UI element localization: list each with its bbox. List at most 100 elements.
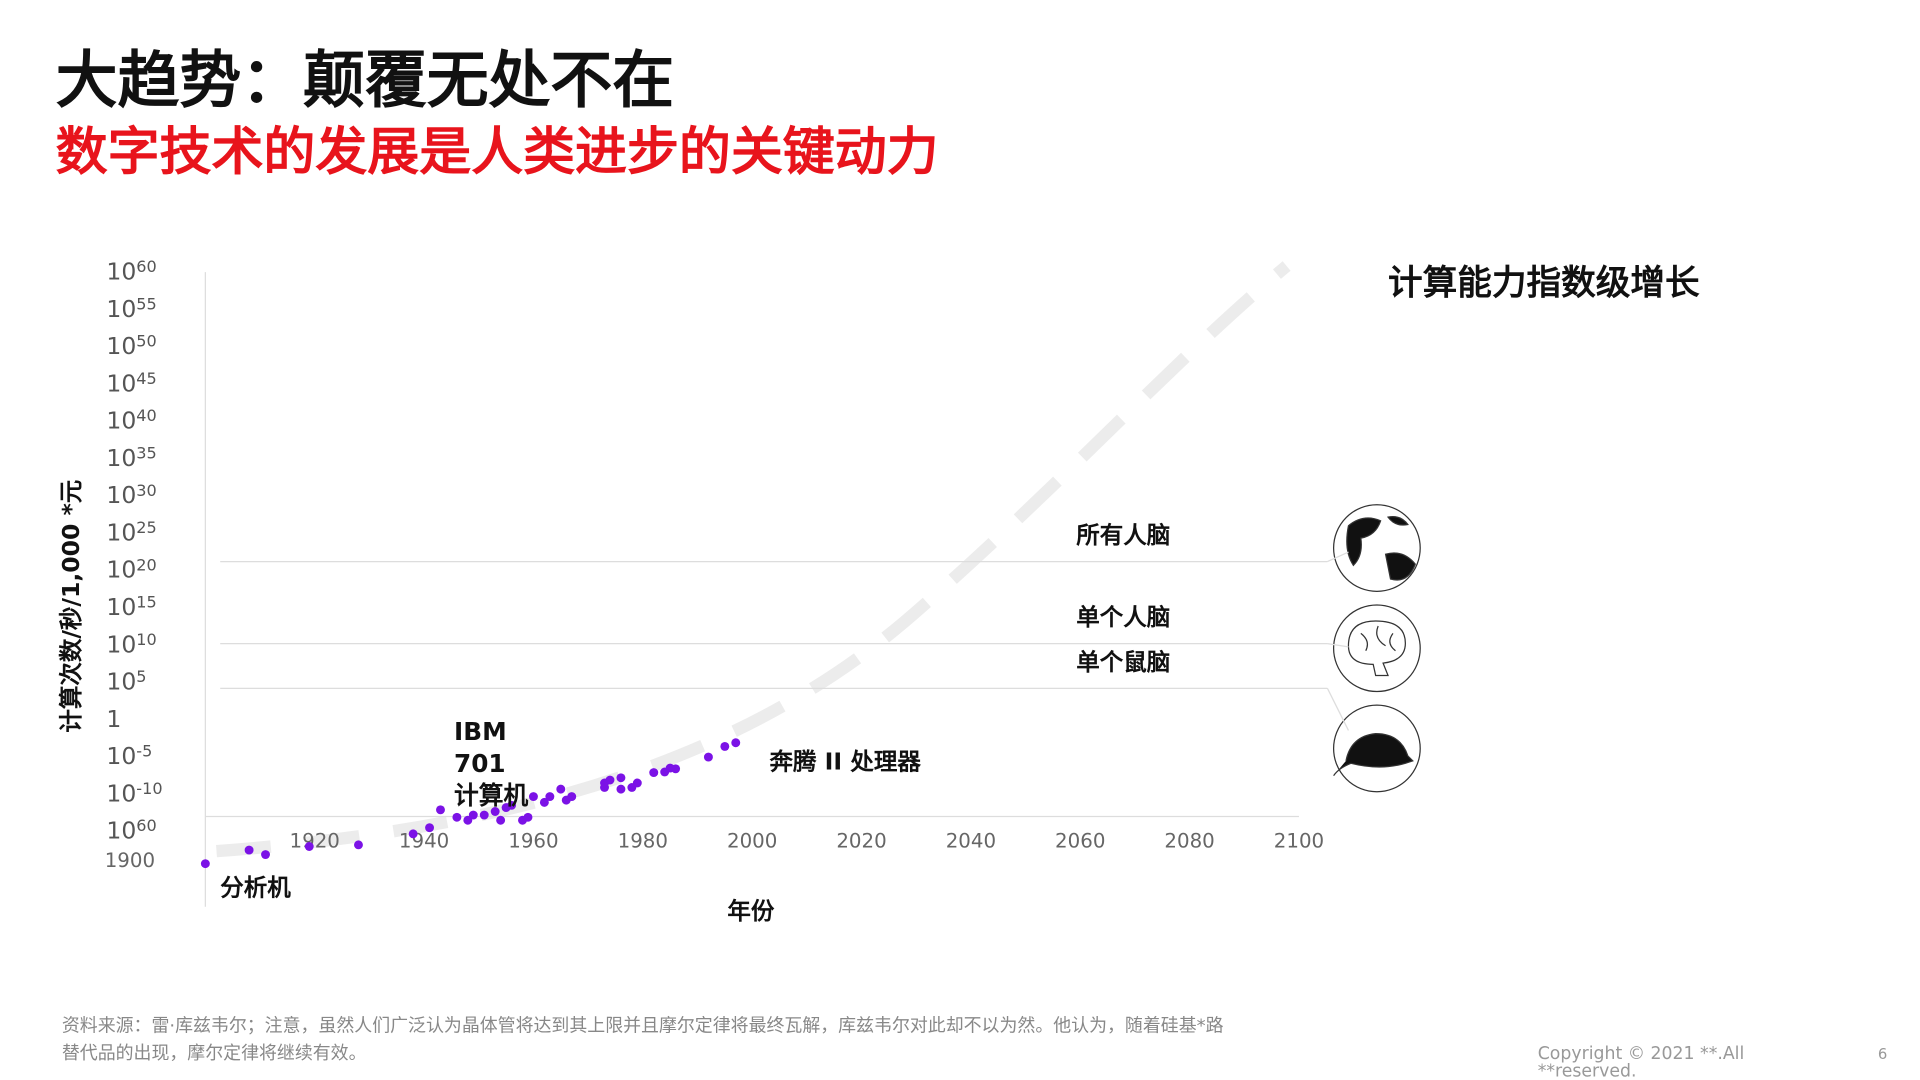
data-point bbox=[304, 842, 314, 851]
x-tick-label: 2000 bbox=[727, 829, 777, 852]
reference-connector bbox=[1327, 551, 1349, 563]
data-point bbox=[496, 815, 506, 825]
y-tick-label: 10-5 bbox=[106, 742, 152, 770]
x-tick-label: 2040 bbox=[946, 829, 996, 852]
x-axis-label: 年份 bbox=[727, 897, 774, 925]
x-tick-label: 1900 bbox=[105, 849, 155, 872]
data-point bbox=[261, 850, 270, 860]
y-tick-exponent: 25 bbox=[136, 518, 156, 537]
data-point bbox=[703, 752, 713, 762]
slide-subtitle: 数字技术的发展是人类进步的关键动力 bbox=[56, 122, 939, 182]
x-tick-label: 2060 bbox=[1055, 829, 1105, 852]
data-point bbox=[452, 812, 462, 822]
data-point bbox=[436, 805, 445, 815]
reference-connector bbox=[1326, 688, 1350, 731]
data-point bbox=[720, 741, 730, 751]
y-tick-exponent: 45 bbox=[136, 369, 156, 388]
y-tick-label: 105 bbox=[106, 667, 146, 695]
data-point bbox=[354, 840, 363, 850]
annotation: 分析机 bbox=[220, 874, 291, 902]
copyright: Copyright © 2021 **.All bbox=[1538, 1044, 1745, 1064]
brain-icons bbox=[1332, 504, 1421, 793]
y-tick-exponent: 55 bbox=[136, 294, 156, 313]
source-note: 资料来源：雷·库兹韦尔；注意，虽然人们广泛认为晶体管将达到其上限并且摩尔定律将最… bbox=[62, 1016, 1224, 1037]
slide-title: 大趋势：颠覆无处不在 bbox=[56, 44, 674, 116]
data-point bbox=[616, 773, 626, 783]
y-tick-label: 1045 bbox=[106, 369, 156, 397]
y-tick-label: 1050 bbox=[106, 332, 156, 360]
mouse-shape bbox=[1333, 732, 1414, 777]
y-axis-label: 计算次数/秒/1,000 *元 bbox=[57, 480, 85, 733]
trend-line bbox=[216, 261, 1291, 858]
y-tick-label: 1060 bbox=[106, 257, 156, 285]
x-tick-label: 2100 bbox=[1274, 829, 1324, 852]
data-point bbox=[545, 792, 555, 802]
data-point bbox=[479, 810, 489, 820]
data-point bbox=[632, 778, 642, 788]
y-tick-exponent: 35 bbox=[136, 444, 156, 463]
chart-title: 计算能力指数级增长 bbox=[1388, 263, 1700, 303]
brain-shape bbox=[1347, 620, 1406, 677]
y-tick-exponent: -10 bbox=[136, 779, 162, 798]
globe-land bbox=[1346, 516, 1416, 581]
data-point bbox=[539, 797, 549, 807]
reference-label: 单个鼠脑 bbox=[1076, 648, 1170, 676]
y-tick-label: 1035 bbox=[106, 444, 156, 472]
annotation: 计算机 bbox=[454, 781, 528, 810]
x-tick-label: 2080 bbox=[1164, 829, 1214, 852]
y-tick-exponent: -5 bbox=[136, 742, 152, 761]
y-tick-exponent: 40 bbox=[136, 406, 156, 425]
data-point bbox=[649, 768, 659, 778]
data-point bbox=[408, 829, 418, 839]
reference-label: 单个人脑 bbox=[1076, 603, 1170, 631]
brain-icon bbox=[1332, 604, 1421, 693]
data-point bbox=[528, 792, 538, 802]
y-tick-label: 1025 bbox=[106, 518, 156, 546]
y-tick-label: 1 bbox=[106, 705, 121, 733]
y-tick-exponent: 60 bbox=[136, 816, 156, 835]
y-tick-label: 1030 bbox=[106, 481, 156, 509]
y-tick-label: 1055 bbox=[106, 294, 156, 322]
y-tick-label: 1015 bbox=[106, 593, 156, 621]
data-point bbox=[605, 775, 615, 785]
y-tick-label: 1040 bbox=[106, 406, 156, 434]
y-tick-exponent: 20 bbox=[136, 555, 156, 574]
data-point bbox=[671, 764, 681, 774]
annotation: IBM bbox=[454, 717, 507, 746]
data-point bbox=[616, 784, 626, 794]
y-tick-exponent: 50 bbox=[136, 332, 156, 351]
copyright: **reserved. bbox=[1538, 1061, 1637, 1080]
y-tick-exponent: 60 bbox=[136, 257, 156, 276]
x-tick-label: 2020 bbox=[836, 829, 886, 852]
y-tick-exponent: 30 bbox=[136, 481, 156, 500]
annotation: 701 bbox=[454, 749, 506, 778]
y-tick-label: 1060 bbox=[106, 816, 156, 844]
y-tick-label: 10-10 bbox=[106, 779, 162, 807]
x-tick-label: 1940 bbox=[399, 829, 449, 852]
data-point bbox=[200, 859, 210, 869]
data-point bbox=[556, 784, 566, 794]
y-tick-exponent: 15 bbox=[136, 593, 156, 612]
data-point bbox=[523, 812, 533, 822]
data-point bbox=[468, 810, 478, 820]
data-point bbox=[507, 800, 517, 810]
reference-label: 所有人脑 bbox=[1076, 521, 1170, 549]
data-point bbox=[731, 738, 741, 748]
y-tick-label: 1020 bbox=[106, 555, 156, 583]
reference-connector bbox=[1327, 642, 1349, 648]
y-tick-exponent: 10 bbox=[136, 630, 156, 649]
page-number: 6 bbox=[1878, 1046, 1887, 1063]
data-point bbox=[425, 823, 435, 833]
x-tick-label: 1980 bbox=[618, 829, 668, 852]
source-note: 替代品的出现，摩尔定律将继续有效。 bbox=[62, 1043, 367, 1064]
data-point bbox=[244, 845, 254, 855]
data-point bbox=[490, 807, 500, 816]
y-tick-exponent: 5 bbox=[136, 667, 146, 686]
data-point bbox=[567, 792, 577, 802]
x-tick-label: 1960 bbox=[508, 829, 558, 852]
annotation: 奔腾 II 处理器 bbox=[769, 747, 921, 775]
y-tick-label: 1010 bbox=[106, 630, 156, 658]
x-tick-label: 1920 bbox=[290, 829, 340, 852]
